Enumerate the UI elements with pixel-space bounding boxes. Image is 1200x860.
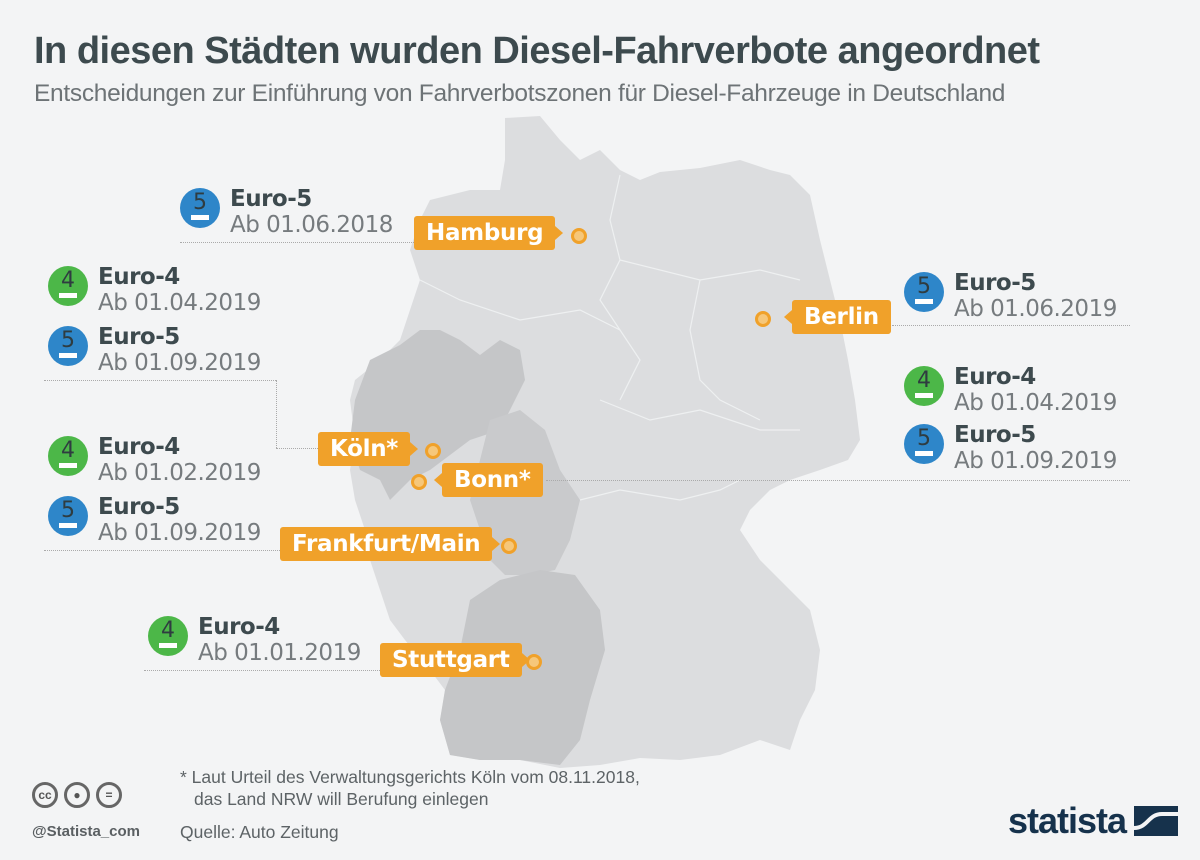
source-note: Quelle: Auto Zeitung: [180, 822, 339, 842]
euro4-badge-icon: 4: [48, 266, 88, 306]
euro5-badge-icon: 5: [48, 326, 88, 366]
statista-handle[interactable]: @Statista_com: [32, 823, 140, 840]
nd-icon: =: [96, 782, 122, 808]
city-marker-hamburg: [571, 228, 587, 244]
ban-entry-frankfurt-euro4: 4 Euro-4 Ab 01.02.2019: [48, 434, 261, 486]
city-label-stuttgart: Stuttgart: [380, 643, 530, 677]
leader-line: [546, 480, 1130, 481]
city-marker-frankfurt: [501, 538, 517, 554]
norm-label: Euro-5: [98, 324, 180, 350]
leader-line: [144, 670, 380, 671]
leader-line: [892, 325, 1130, 326]
date-label: Ab 01.09.2019: [98, 350, 261, 376]
footnote: * Laut Urteil des Verwaltungsgerichts Kö…: [180, 767, 640, 809]
city-label-frankfurt: Frankfurt/Main: [280, 527, 501, 561]
euro5-badge-icon: 5: [904, 424, 944, 464]
bw-region: [440, 570, 605, 765]
leader-line: [44, 380, 276, 381]
ban-entry-frankfurt-euro5: 5 Euro-5 Ab 01.09.2019: [48, 494, 261, 546]
city-label-berlin: Berlin: [784, 300, 891, 334]
leader-line: [44, 550, 280, 551]
statista-logo-icon: [1134, 806, 1179, 836]
city-marker-bonn: [411, 474, 427, 490]
euro4-badge-icon: 4: [48, 436, 88, 476]
ban-entry-bonn-euro5: 5 Euro-5 Ab 01.09.2019: [904, 422, 1117, 474]
euro5-badge-icon: 5: [48, 496, 88, 536]
cc-icon: cc: [32, 782, 58, 808]
euro5-badge-icon: 5: [904, 272, 944, 312]
norm-label: Euro-5: [954, 422, 1036, 448]
leader-line: [180, 242, 420, 243]
city-marker-koeln: [425, 443, 441, 459]
norm-label: Euro-4: [98, 434, 180, 460]
license-icons[interactable]: cc ● =: [32, 782, 122, 808]
leader-line: [276, 380, 277, 448]
city-label-bonn: Bonn*: [434, 463, 543, 497]
ban-entry-koeln-euro4: 4 Euro-4 Ab 01.04.2019: [48, 264, 261, 316]
city-label-hamburg: Hamburg: [414, 216, 564, 250]
ban-entry-bonn-euro4: 4 Euro-4 Ab 01.04.2019: [904, 364, 1117, 416]
date-label: Ab 01.06.2019: [954, 296, 1117, 322]
date-label: Ab 01.04.2019: [98, 290, 261, 316]
ban-entry-stuttgart: 4 Euro-4 Ab 01.01.2019: [148, 614, 361, 666]
ban-entry-koeln-euro5: 5 Euro-5 Ab 01.09.2019: [48, 324, 261, 376]
leader-line: [276, 448, 318, 449]
city-label-koeln: Köln*: [318, 432, 419, 466]
ban-entry-hamburg: 5 Euro-5 Ab 01.06.2018: [180, 186, 393, 238]
euro4-badge-icon: 4: [148, 616, 188, 656]
date-label: Ab 01.02.2019: [98, 460, 261, 486]
norm-label: Euro-4: [198, 614, 280, 640]
date-label: Ab 01.01.2019: [198, 640, 361, 666]
state-borders: [369, 174, 801, 561]
norm-label: Euro-5: [954, 270, 1036, 296]
ban-entry-berlin: 5 Euro-5 Ab 01.06.2019: [904, 270, 1117, 322]
page-subtitle: Entscheidungen zur Einführung von Fahrve…: [34, 80, 1006, 107]
date-label: Ab 01.09.2019: [98, 520, 261, 546]
date-label: Ab 01.06.2018: [230, 212, 393, 238]
page-title: In diesen Städten wurden Diesel-Fahrverb…: [34, 30, 1040, 72]
city-marker-berlin: [755, 311, 771, 327]
logo-wordmark: statista: [1008, 800, 1127, 841]
norm-label: Euro-4: [98, 264, 180, 290]
city-marker-stuttgart: [526, 654, 542, 670]
date-label: Ab 01.04.2019: [954, 390, 1117, 416]
euro5-badge-icon: 5: [180, 188, 220, 228]
date-label: Ab 01.09.2019: [954, 448, 1117, 474]
euro4-badge-icon: 4: [904, 366, 944, 406]
norm-label: Euro-5: [230, 186, 312, 212]
norm-label: Euro-4: [954, 364, 1036, 390]
by-icon: ●: [64, 782, 90, 808]
norm-label: Euro-5: [98, 494, 180, 520]
statista-logo[interactable]: statista: [1008, 800, 1179, 842]
